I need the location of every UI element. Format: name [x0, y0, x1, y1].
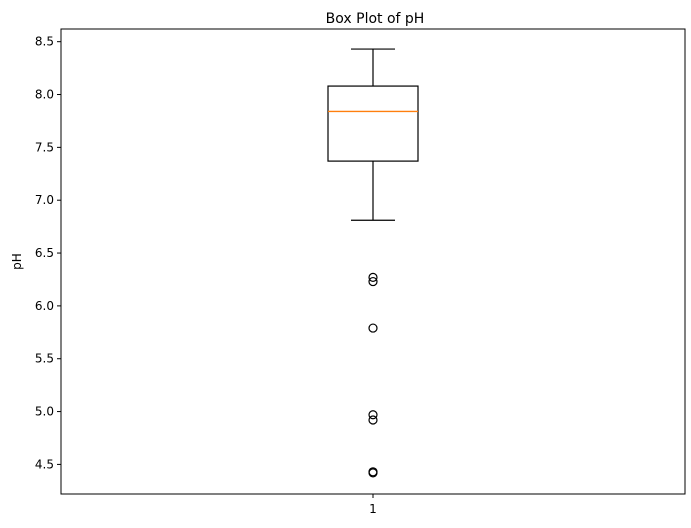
y-tick-label: 7.5: [35, 140, 54, 154]
outlier-point: [368, 323, 378, 333]
y-tick-label: 8.0: [35, 88, 54, 102]
outlier-point: [368, 276, 378, 287]
plot-area: [327, 48, 419, 478]
outlier-point: [368, 468, 378, 478]
y-tick-label: 6.5: [35, 246, 54, 260]
y-tick-label: 5.5: [35, 352, 54, 366]
y-axis: 4.5 5.0 5.5 6.0 6.5 7.0 7.5 8.0 8.5: [35, 35, 61, 471]
y-tick-label: 8.5: [35, 35, 54, 49]
y-axis-label: pH: [10, 253, 24, 270]
iqr-box: [327, 85, 419, 162]
chart-title: Box Plot of pH: [326, 11, 425, 27]
plot-frame: [60, 28, 686, 495]
y-tick-label: 6.0: [35, 299, 54, 313]
y-tick-label: 4.5: [35, 457, 54, 471]
x-tick-label: 1: [369, 502, 377, 516]
outlier-point: [368, 410, 378, 420]
outlier-point: [368, 272, 378, 282]
x-axis: 1: [369, 494, 377, 516]
outlier-point: [368, 415, 378, 425]
y-tick-label: 7.0: [35, 193, 54, 207]
y-tick-label: 5.0: [35, 405, 54, 419]
